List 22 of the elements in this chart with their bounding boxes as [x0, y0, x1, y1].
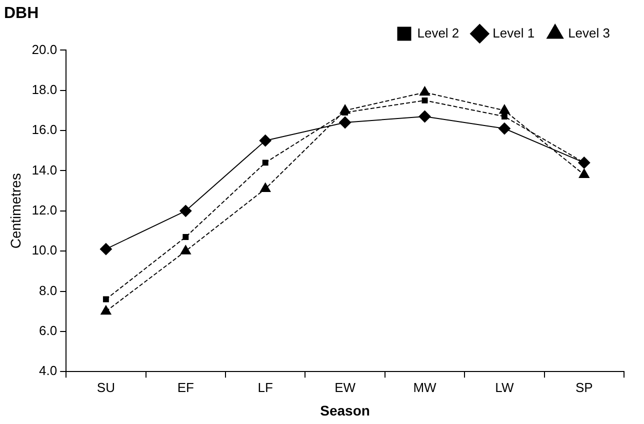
- legend-label: Level 2: [417, 25, 460, 40]
- x-tick-label: EW: [334, 380, 356, 395]
- x-tick-label: EF: [177, 380, 194, 395]
- chart-title: DBH: [4, 5, 39, 22]
- y-tick-label: 10.0: [32, 242, 58, 258]
- x-tick-label: MW: [413, 380, 438, 395]
- x-axis-title: Season: [320, 402, 370, 418]
- y-tick-label: 18.0: [32, 82, 58, 97]
- y-tick-label: 4.0: [39, 363, 58, 378]
- x-tick-label: LW: [495, 380, 514, 395]
- x-tick-label: LF: [258, 380, 273, 395]
- legend-label: Level 1: [492, 25, 535, 40]
- y-tick-label: 12.0: [32, 202, 58, 218]
- y-tick-label: 20.0: [32, 42, 58, 57]
- y-tick-label: 14.0: [32, 162, 58, 178]
- y-axis-title: Centimetres: [7, 173, 24, 249]
- y-tick-label: 8.0: [39, 282, 58, 298]
- y-tick-label: 16.0: [32, 122, 58, 138]
- x-tick-label: SU: [96, 380, 115, 395]
- y-tick-label: 6.0: [39, 323, 58, 338]
- x-tick-label: SP: [575, 380, 593, 395]
- legend-label: Level 3: [568, 25, 610, 40]
